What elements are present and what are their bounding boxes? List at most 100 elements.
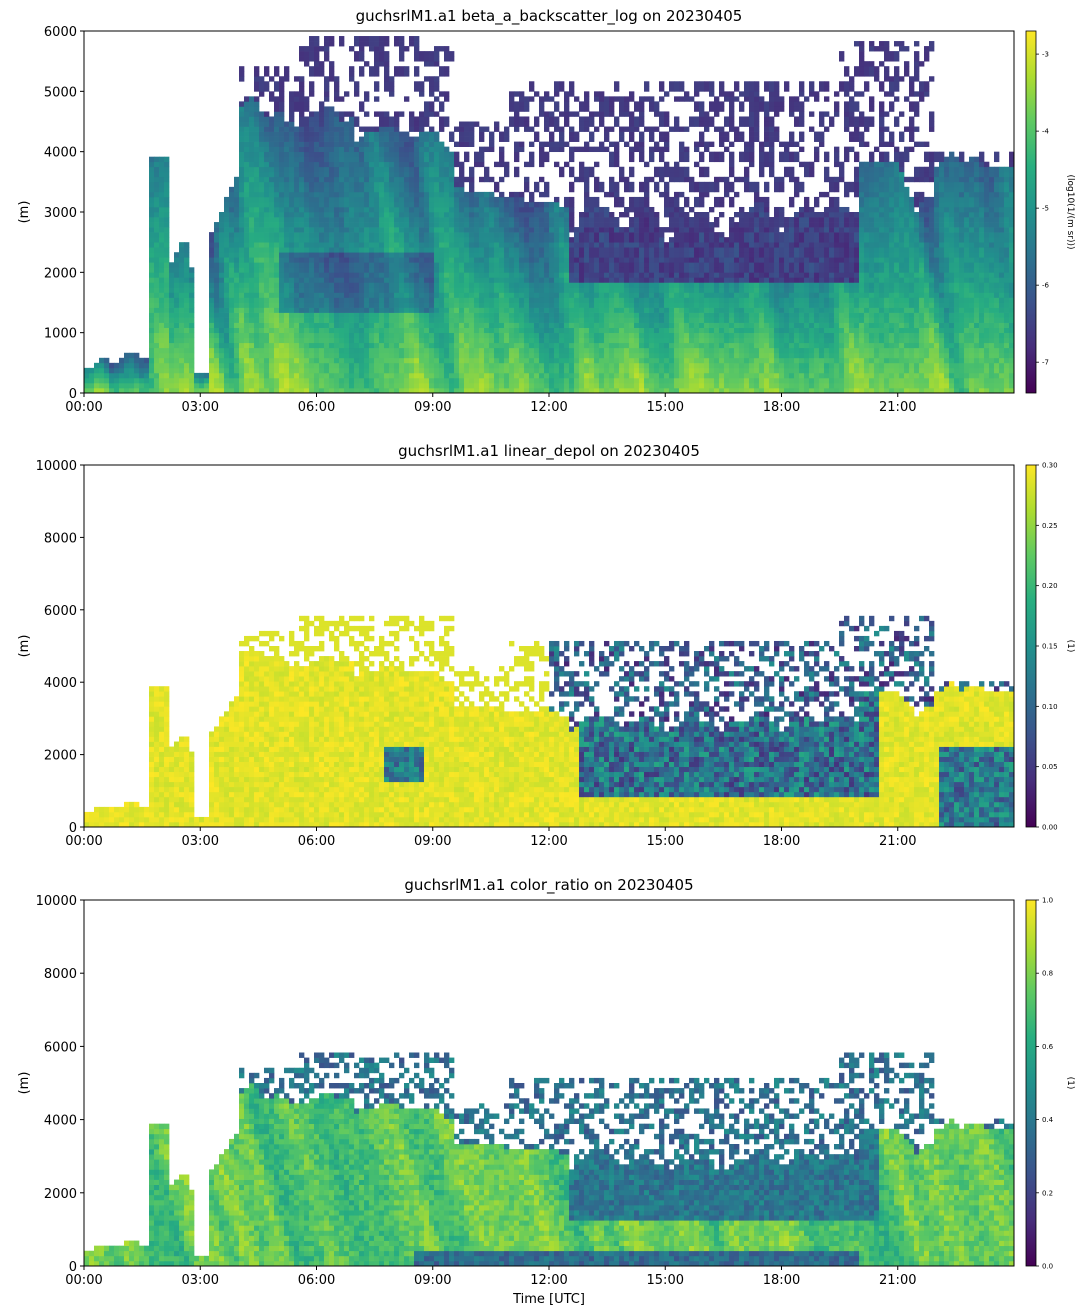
heatmap-cell: [424, 267, 430, 273]
heatmap-cell: [259, 217, 265, 223]
heatmap-cell: [554, 252, 560, 258]
heatmap-cell: [454, 126, 460, 132]
heatmap-cell: [209, 267, 215, 273]
heatmap-cell: [619, 242, 625, 248]
heatmap-cell: [454, 141, 460, 147]
heatmap-cell: [469, 272, 475, 278]
heatmap-cell: [269, 191, 275, 198]
heatmap-cell: [379, 222, 385, 228]
heatmap-cell: [454, 372, 460, 379]
heatmap-cell: [264, 191, 270, 198]
heatmap-cell: [354, 51, 360, 57]
heatmap-cell: [214, 277, 220, 283]
heatmap-cell: [284, 66, 290, 72]
heatmap-cell: [169, 317, 175, 323]
heatmap-cell: [239, 342, 245, 349]
heatmap-cell: [149, 287, 155, 293]
heatmap-cell: [464, 252, 470, 258]
heatmap-cell: [624, 362, 630, 369]
heatmap-cell: [259, 297, 265, 303]
heatmap-cell: [324, 176, 330, 183]
heatmap-cell: [279, 106, 285, 112]
heatmap-cell: [359, 36, 365, 42]
heatmap-cell: [509, 212, 515, 218]
heatmap-cell: [164, 312, 170, 318]
heatmap-cell: [274, 317, 280, 323]
heatmap-cell: [589, 136, 595, 142]
heatmap-cell: [529, 151, 535, 158]
heatmap-cell: [454, 237, 460, 243]
heatmap-cell: [509, 191, 515, 198]
heatmap-cell: [524, 176, 530, 183]
heatmap-cell: [534, 327, 540, 334]
heatmap-cell: [449, 171, 455, 178]
heatmap-cell: [329, 136, 335, 142]
heatmap-cell: [454, 382, 460, 389]
heatmap-cell: [629, 237, 635, 243]
heatmap-cell: [274, 307, 280, 313]
heatmap-cell: [309, 247, 315, 253]
heatmap-cell: [229, 257, 235, 263]
heatmap-cell: [544, 237, 550, 243]
heatmap-cell: [559, 146, 565, 153]
heatmap-cell: [324, 56, 330, 62]
heatmap-cell: [364, 186, 370, 193]
heatmap-cell: [329, 196, 335, 203]
heatmap-cell: [334, 111, 340, 117]
heatmap-cell: [409, 212, 415, 218]
heatmap-cell: [484, 191, 490, 198]
heatmap-cell: [369, 36, 375, 42]
heatmap-cell: [534, 206, 540, 213]
heatmap-cell: [609, 212, 615, 218]
heatmap-cell: [429, 56, 435, 62]
heatmap-cell: [264, 171, 270, 178]
heatmap-cell: [519, 327, 525, 334]
heatmap-cell: [574, 287, 580, 293]
heatmap-cell: [179, 362, 185, 369]
heatmap-cell: [219, 362, 225, 369]
heatmap-cell: [464, 126, 470, 132]
heatmap-cell: [284, 382, 290, 389]
heatmap-cell: [274, 161, 280, 168]
heatmap-cell: [599, 337, 605, 344]
heatmap-cell: [474, 257, 480, 263]
heatmap-cell: [349, 292, 355, 298]
heatmap-cell: [469, 312, 475, 318]
heatmap-cell: [489, 217, 495, 223]
heatmap-cell: [329, 332, 335, 339]
heatmap-cell: [189, 362, 195, 369]
heatmap-cell: [604, 282, 610, 288]
heatmap-cell: [634, 302, 640, 308]
heatmap-cell: [359, 141, 365, 147]
heatmap-cell: [389, 186, 395, 193]
heatmap-cell: [569, 337, 575, 344]
heatmap-cell: [584, 181, 590, 188]
heatmap-cell: [439, 116, 445, 122]
heatmap-cell: [314, 252, 320, 258]
heatmap-cell: [464, 377, 470, 384]
heatmap-cell: [374, 247, 380, 253]
heatmap-cell: [384, 196, 390, 203]
heatmap-cell: [329, 252, 335, 258]
heatmap-cell: [549, 372, 555, 379]
heatmap-cell: [549, 287, 555, 293]
heatmap-cell: [484, 206, 490, 213]
heatmap-cell: [304, 101, 310, 107]
heatmap-cell: [529, 257, 535, 263]
heatmap-cell: [509, 96, 515, 102]
heatmap-cell: [589, 372, 595, 379]
heatmap-cell: [554, 342, 560, 349]
heatmap-cell: [599, 267, 605, 273]
heatmap-cell: [414, 151, 420, 158]
heatmap-cell: [589, 257, 595, 263]
heatmap-cell: [364, 317, 370, 323]
heatmap-cell: [269, 151, 275, 158]
heatmap-cell: [389, 196, 395, 203]
heatmap-cell: [249, 212, 255, 218]
heatmap-cell: [434, 362, 440, 369]
heatmap-cell: [444, 232, 450, 238]
heatmap-cell: [374, 46, 380, 52]
heatmap-cell: [359, 212, 365, 218]
heatmap-cell: [299, 126, 305, 132]
heatmap-cell: [474, 262, 480, 268]
